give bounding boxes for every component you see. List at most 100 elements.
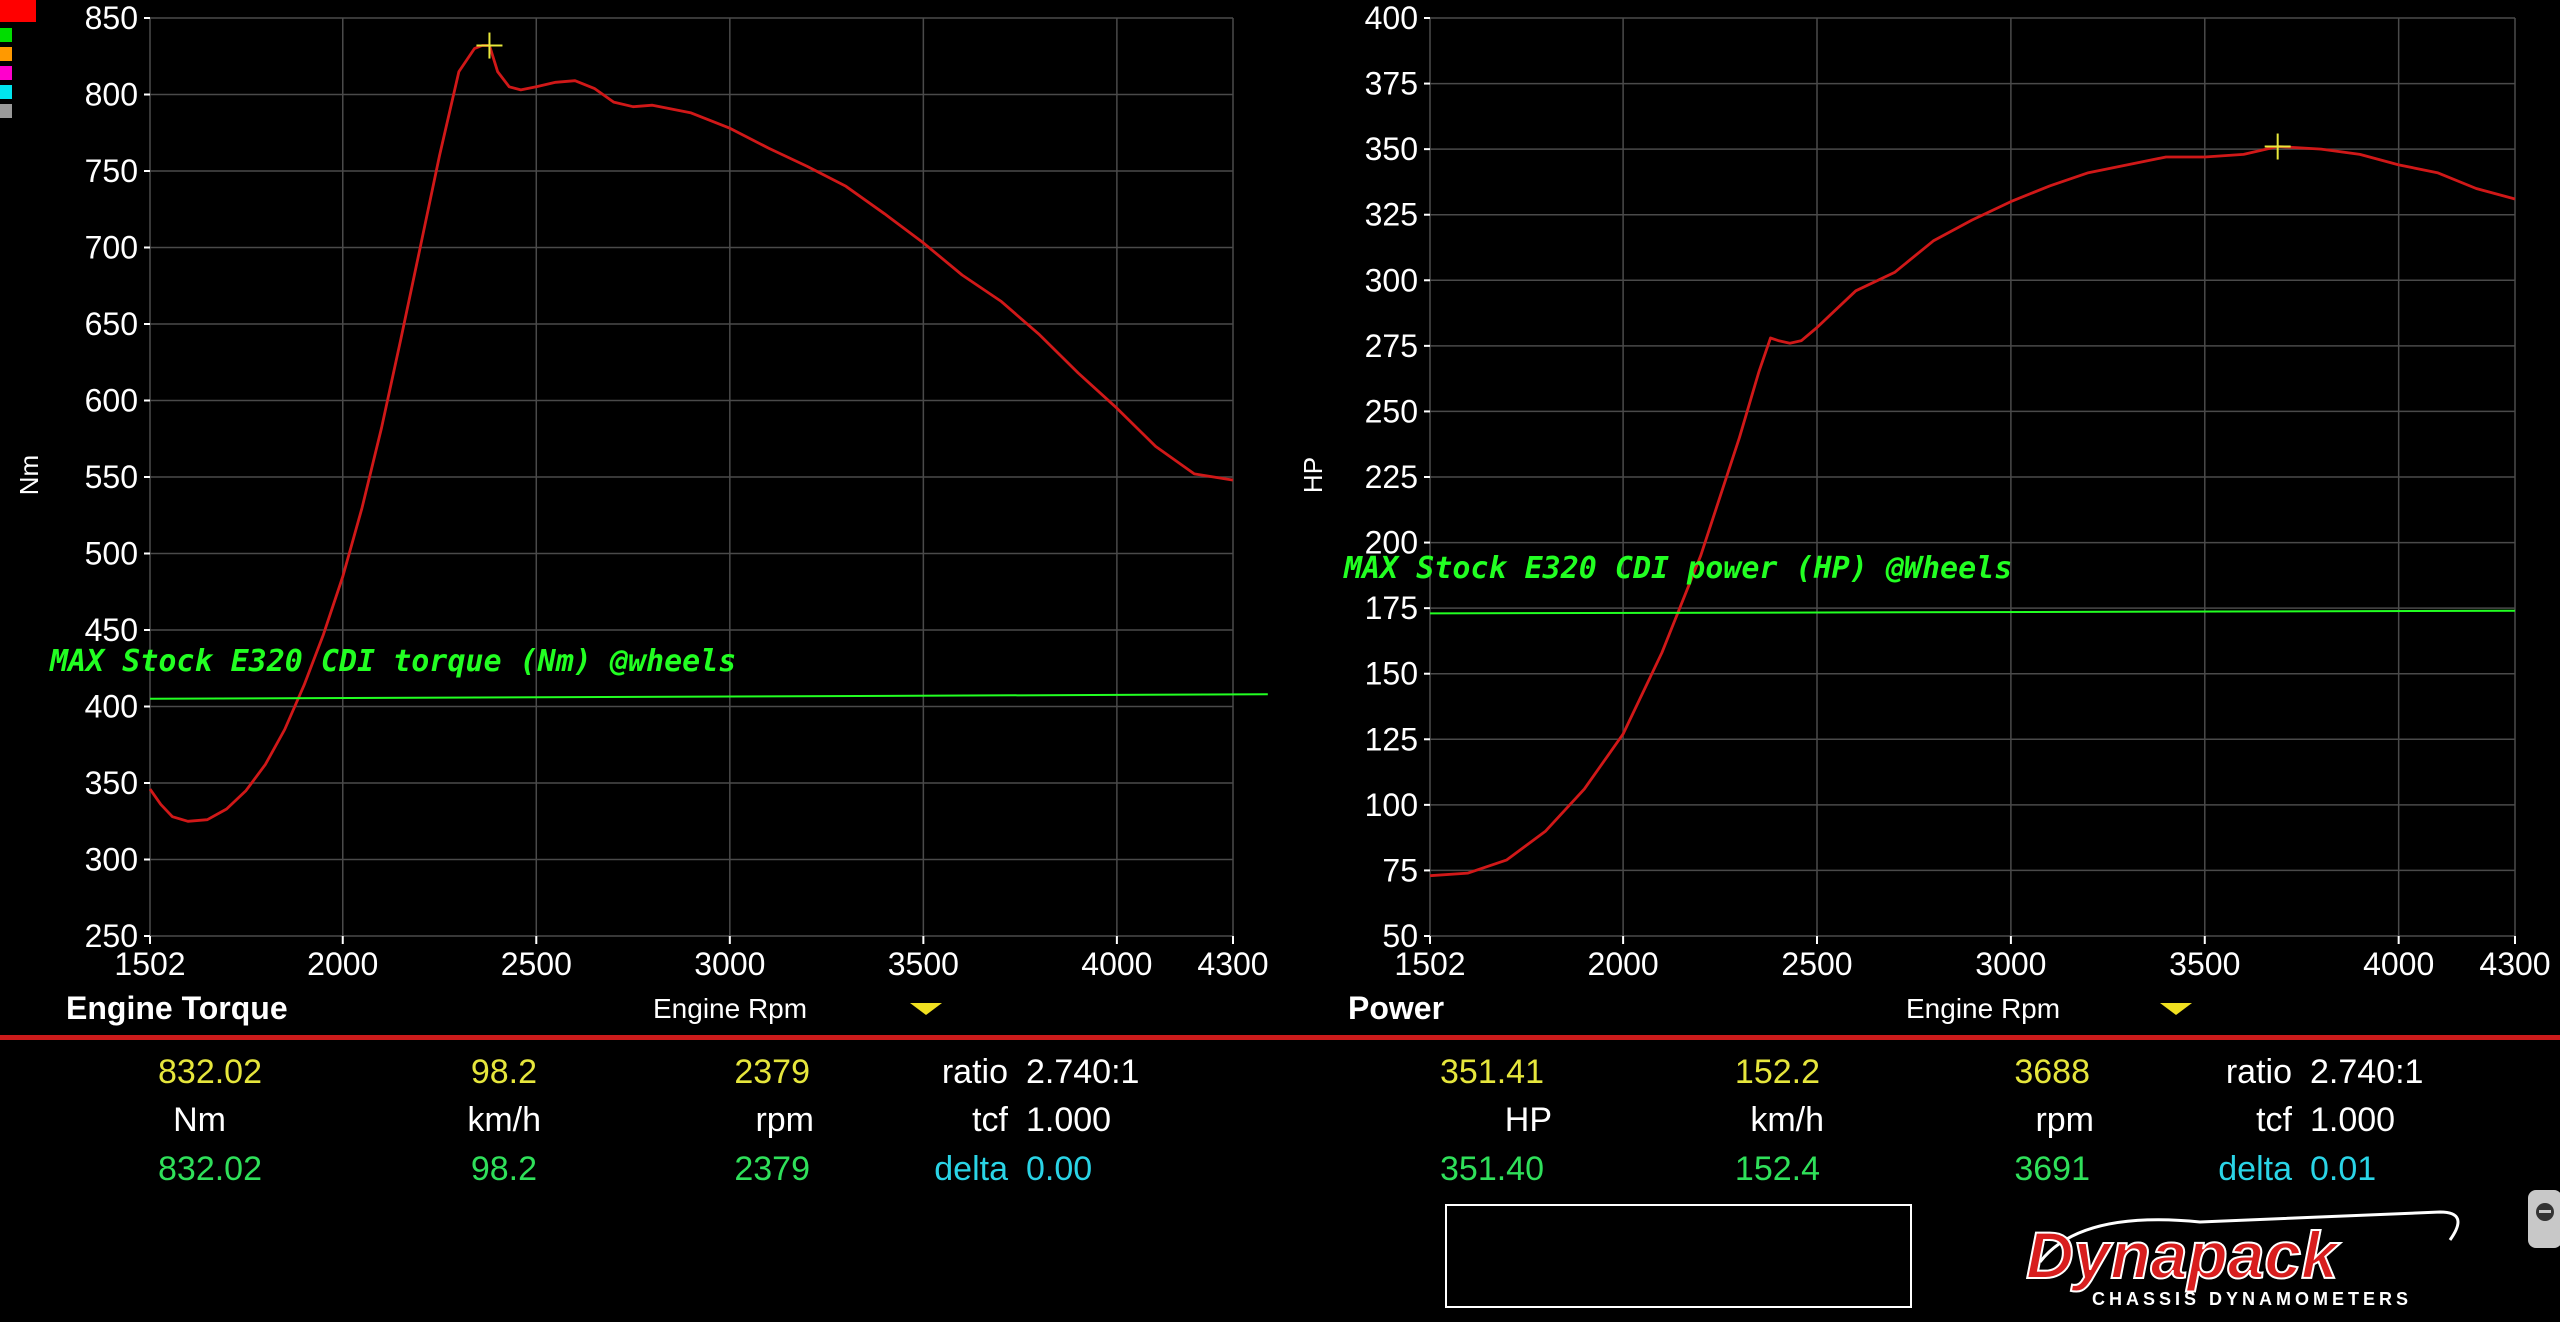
x-tick-label: 2500	[1781, 946, 1852, 982]
y-tick-label: 250	[1365, 393, 1418, 429]
y-tick-label: 225	[1365, 459, 1418, 495]
torque-unit: Nm	[173, 1101, 226, 1139]
rpm-unit: rpm	[755, 1101, 814, 1139]
y-tick-label: 700	[85, 230, 138, 266]
rpm-readout-value-2: 3688	[2014, 1053, 2090, 1091]
x-tick-label: 1502	[114, 946, 185, 982]
y-tick-label: 175	[1365, 590, 1418, 626]
y-tick-label: 850	[85, 0, 138, 36]
rpm-readout-value: 2379	[734, 1053, 810, 1091]
power-reference-label: MAX Stock E320 CDI power (HP) @Wheels	[1343, 551, 2012, 586]
ratio-label: ratio	[942, 1053, 1008, 1091]
color-swatch[interactable]	[0, 28, 12, 42]
y-tick-label: 150	[1365, 656, 1418, 692]
y-tick-label: 600	[85, 383, 138, 419]
speed-delta-value: 98.2	[471, 1150, 537, 1188]
x-tick-label: 1502	[1394, 946, 1465, 982]
x-tick-label: 3500	[2169, 946, 2240, 982]
power-readout: 351.41 152.2 3688 ratio 2.740:1 HP km/h …	[1440, 1053, 2423, 1188]
speed-unit-2: km/h	[1750, 1101, 1824, 1139]
peak-marker[interactable]	[2264, 133, 2291, 160]
speed-delta-value-2: 152.4	[1735, 1150, 1820, 1188]
x-tick-label: 3500	[888, 946, 959, 982]
x-tick-label: 4000	[2363, 946, 2434, 982]
peak-marker[interactable]	[476, 32, 503, 59]
trace-color-swatches[interactable]	[0, 0, 36, 118]
y-tick-label: 450	[85, 612, 138, 648]
ratio-label-2: ratio	[2226, 1053, 2292, 1091]
y-tick-label: 650	[85, 306, 138, 342]
delta-value-2: 0.01	[2310, 1150, 2376, 1188]
tcf-value: 1.000	[1026, 1101, 1111, 1139]
power-chart: 50 75 100 125 150 175 200 225 250 275 300 325 350 375…	[1298, 0, 2551, 1026]
delta-value: 0.00	[1026, 1150, 1092, 1188]
y-tick-label: 350	[1365, 131, 1418, 167]
y-tick-label: 350	[85, 765, 138, 801]
y-tick-label: 250	[85, 918, 138, 954]
power-curve	[1429, 145, 2516, 878]
tcf-label: tcf	[972, 1101, 1008, 1139]
torque-reference-line	[149, 693, 1268, 700]
power-readout-value: 351.41	[1440, 1053, 1544, 1091]
rpm-delta-value: 2379	[734, 1150, 810, 1188]
speed-readout-value-2: 152.2	[1735, 1053, 1820, 1091]
x-tick-label: 3000	[1975, 946, 2046, 982]
torque-y-axis-label: Nm	[14, 455, 44, 495]
torque-reference-label: MAX Stock E320 CDI torque (Nm) @wheels	[49, 644, 736, 679]
y-tick-label: 275	[1365, 328, 1418, 364]
torque-chart-title: Engine Torque	[66, 990, 288, 1026]
color-swatch[interactable]	[0, 0, 36, 22]
color-swatch[interactable]	[0, 85, 12, 99]
tcf-value-2: 1.000	[2310, 1101, 2395, 1139]
torque-delta-value: 832.02	[158, 1150, 262, 1188]
delta-label-2: delta	[2218, 1150, 2292, 1188]
power-y-axis-label: HP	[1298, 457, 1328, 493]
color-swatch[interactable]	[0, 47, 12, 61]
y-tick-label: 75	[1382, 852, 1418, 888]
torque-x-axis-dropdown-icon[interactable]	[910, 1003, 942, 1015]
rpm-unit-2: rpm	[2035, 1101, 2094, 1139]
color-swatch[interactable]	[0, 66, 12, 80]
ratio-value: 2.740:1	[1026, 1053, 1139, 1091]
ratio-value-2: 2.740:1	[2310, 1053, 2423, 1091]
power-reference-line	[1429, 609, 2516, 615]
torque-x-axis-selector[interactable]: Engine Rpm	[653, 993, 807, 1024]
y-tick-label: 500	[85, 536, 138, 572]
note-box[interactable]	[1445, 1204, 1912, 1308]
y-tick-label: 50	[1382, 918, 1418, 954]
power-x-axis-dropdown-icon[interactable]	[2160, 1003, 2192, 1015]
y-tick-label: 400	[85, 689, 138, 725]
readout-separator	[0, 1035, 2560, 1040]
x-tick-label: 2000	[1588, 946, 1659, 982]
torque-readout: 832.02 98.2 2379 ratio 2.740:1 Nm km/h r…	[158, 1053, 1139, 1188]
x-tick-label: 4000	[1081, 946, 1152, 982]
torque-curve	[148, 44, 1234, 823]
power-delta-value: 351.40	[1440, 1150, 1544, 1188]
y-tick-label: 300	[1365, 262, 1418, 298]
svg-text:Dynapack: Dynapack	[2026, 1218, 2341, 1292]
y-tick-label: 100	[1365, 787, 1418, 823]
color-swatch[interactable]	[0, 104, 12, 118]
y-tick-label: 750	[85, 153, 138, 189]
side-panel-tab[interactable]	[2528, 1190, 2560, 1248]
power-chart-title: Power	[1348, 990, 1444, 1026]
y-tick-label: 300	[85, 842, 138, 878]
speed-readout-value: 98.2	[471, 1053, 537, 1091]
y-tick-label: 325	[1365, 197, 1418, 233]
y-tick-label: 125	[1365, 721, 1418, 757]
speed-unit: km/h	[467, 1101, 541, 1139]
y-tick-label: 200	[1365, 525, 1418, 561]
x-tick-label: 4300	[1197, 946, 1268, 982]
x-tick-label: 4300	[2479, 946, 2550, 982]
dynapack-logo: Dynapack CHASSIS DYNAMOMETERS	[2025, 1210, 2460, 1309]
power-unit: HP	[1505, 1101, 1552, 1139]
torque-readout-value: 832.02	[158, 1053, 262, 1091]
y-tick-label: 400	[1365, 0, 1418, 36]
y-tick-label: 375	[1365, 66, 1418, 102]
y-tick-label: 550	[85, 459, 138, 495]
svg-text:CHASSIS DYNAMOMETERS: CHASSIS DYNAMOMETERS	[2092, 1289, 2412, 1309]
y-tick-label: 800	[85, 77, 138, 113]
torque-chart: 250300350400450500550600650700750800850 …	[14, 0, 1269, 1026]
power-x-axis-selector[interactable]: Engine Rpm	[1906, 993, 2060, 1024]
